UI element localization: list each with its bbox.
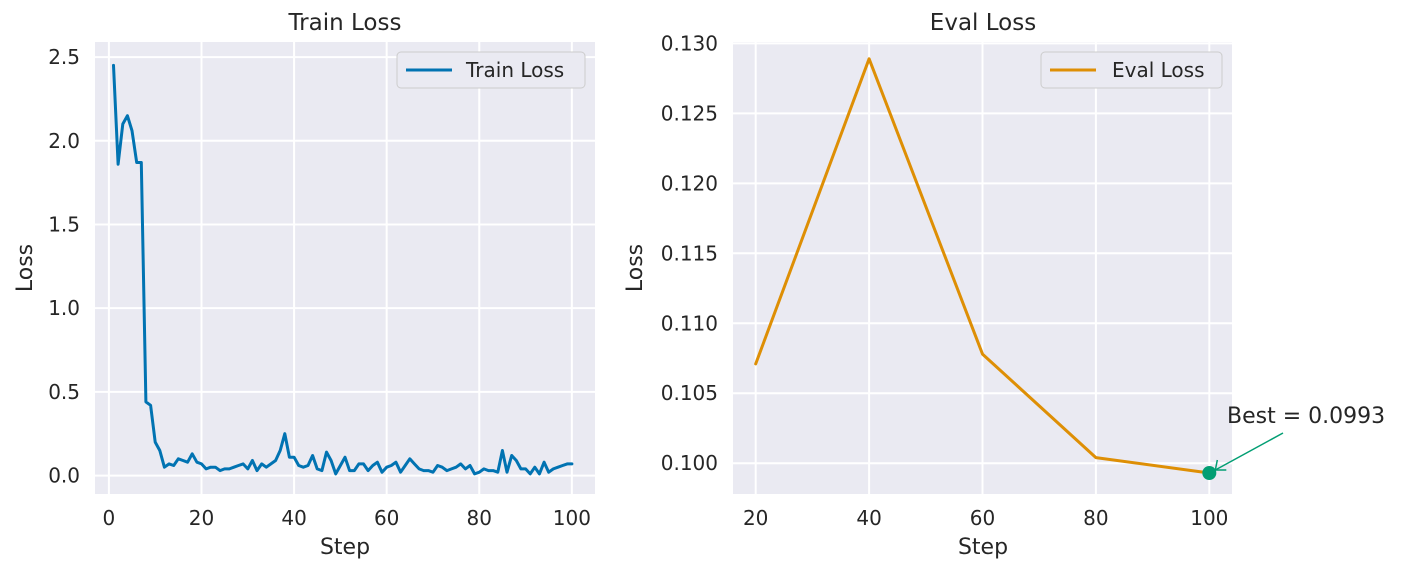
train-y-tick-label: 2.0: [48, 129, 80, 153]
eval-legend-label: Eval Loss: [1112, 58, 1205, 82]
train-chart-title: Train Loss: [288, 10, 402, 36]
train-y-tick-label: 1.0: [48, 296, 80, 320]
eval-x-tick-label: 100: [1190, 506, 1228, 530]
train-legend: Train Loss: [396, 51, 586, 89]
train-y-axis-label: Loss: [13, 244, 38, 292]
eval-x-tick-label: 20: [743, 506, 768, 530]
train-y-tick-label: 1.5: [48, 212, 80, 236]
eval-x-ticks: 20 40 60 80 100: [743, 506, 1228, 530]
eval-y-tick-label: 0.130: [661, 31, 718, 55]
train-loss-chart: 0 20 40 60 80 100 0.0 0.5 1.0 1.5 2.0 2.5 Train Lo…: [13, 10, 595, 560]
eval-grid: [733, 42, 1232, 494]
eval-series: [754, 57, 1211, 475]
eval-y-tick-label: 0.110: [661, 311, 718, 335]
eval-loss-chart: 20 40 60 80 100 0.1000.1050.1100.1150.1200.1…: [623, 10, 1385, 560]
train-series: [112, 63, 574, 476]
train-legend-box: [396, 51, 586, 89]
train-y-ticks: 0.0 0.5 1.0 1.5 2.0 2.5: [48, 45, 80, 488]
train-x-ticks: 0 20 40 60 80 100: [103, 506, 591, 530]
eval-chart-title: Eval Loss: [930, 10, 1036, 36]
eval-y-tick-label: 0.105: [661, 381, 718, 405]
eval-y-ticks: 0.100 0.105 0.110 0.115 0.120 0.125 0.130: [661, 31, 718, 475]
train-grid: [95, 42, 595, 494]
train-x-axis-label: Step: [320, 535, 370, 560]
train-x-tick-label: 20: [189, 506, 214, 530]
eval-x-tick-label: 40: [856, 506, 881, 530]
train-plot-area: [95, 42, 595, 494]
best-annotation: Best = 0.0993: [1202, 404, 1385, 481]
train-y-tick-label: 0.0: [48, 464, 80, 488]
train-x-tick-label: 80: [467, 506, 492, 530]
best-annotation-arrow: [1214, 432, 1284, 471]
train-legend-label: Train Loss: [465, 58, 564, 82]
eval-y-tick-label: 0.115: [661, 241, 718, 265]
eval-y-tick-label: 0.100: [661, 451, 718, 475]
eval-loss-line: [754, 57, 1211, 475]
train-y-tick-label: 0.5: [48, 380, 80, 404]
eval-y-tick-label: 0.120: [661, 171, 718, 195]
eval-x-tick-label: 80: [1083, 506, 1108, 530]
eval-y-axis-label: Loss: [623, 244, 648, 292]
train-x-tick-label: 60: [374, 506, 399, 530]
train-x-tick-label: 100: [553, 506, 591, 530]
best-point-marker: [1202, 466, 1217, 481]
eval-x-axis-label: Step: [958, 535, 1008, 560]
train-loss-line: [112, 63, 574, 476]
train-x-tick-label: 0: [103, 506, 116, 530]
best-annotation-text: Best = 0.0993: [1227, 404, 1385, 429]
eval-y-tick-label: 0.125: [661, 101, 718, 125]
eval-x-tick-label: 60: [970, 506, 995, 530]
train-y-tick-label: 2.5: [48, 45, 80, 69]
eval-legend-box: [1040, 51, 1223, 89]
train-x-tick-label: 40: [281, 506, 306, 530]
eval-legend: Eval Loss: [1040, 51, 1223, 89]
